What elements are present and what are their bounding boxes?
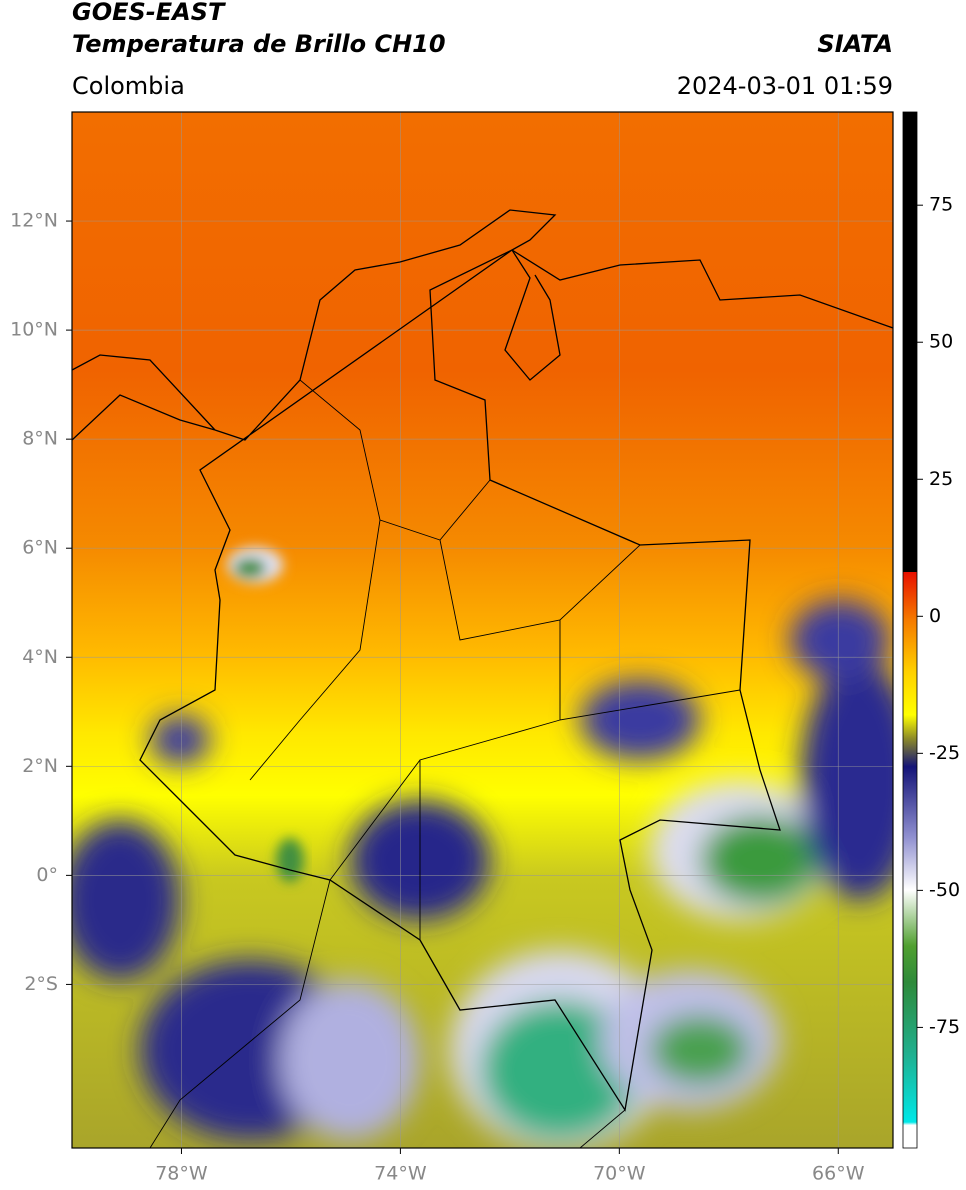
y-tick-label: 2°S <box>24 973 58 995</box>
timestamp: 2024-03-01 01:59 <box>677 72 893 100</box>
colombia-outline <box>139 209 781 1112</box>
colorbar-tick-label: 0 <box>929 605 941 627</box>
y-tick-label: 2°N <box>22 755 58 777</box>
y-tick-label: 12°N <box>10 210 58 232</box>
central-america-coast <box>72 354 216 441</box>
colorbar-tick-label: -25 <box>929 742 960 764</box>
y-tick-label: 8°N <box>22 428 58 450</box>
internal-borders <box>249 379 741 940</box>
south-borders <box>149 879 626 1148</box>
colorbar-tick-label: 50 <box>929 331 953 353</box>
y-tick-label: 10°N <box>10 319 58 341</box>
imagery <box>72 112 893 1148</box>
y-tick-label: 0° <box>36 864 58 886</box>
x-tick-label: 78°W <box>155 1163 208 1185</box>
colorbar-tick-label: -50 <box>929 879 960 901</box>
map-frame <box>71 111 894 1149</box>
venezuela-coast <box>511 249 893 329</box>
colorbar-tick-label: 25 <box>929 468 953 490</box>
x-tick-label: 70°W <box>593 1163 646 1185</box>
subtitle: Temperatura de Brillo CH10 <box>72 30 446 58</box>
graticule <box>72 112 893 1148</box>
y-tick-label: 6°N <box>22 537 58 559</box>
x-tick-label: 74°W <box>374 1163 427 1185</box>
colorbar-tick-label: 75 <box>929 194 953 216</box>
cloud-cores <box>227 547 304 882</box>
x-tick-label: 66°W <box>812 1163 865 1185</box>
title: GOES-EAST <box>72 0 226 26</box>
colorbar <box>902 111 918 1149</box>
region: Colombia <box>72 72 185 100</box>
source: SIATA <box>817 30 893 58</box>
y-tick-label: 4°N <box>22 646 58 668</box>
borders <box>72 209 893 1148</box>
cloud-field <box>72 600 893 1148</box>
colorbar-tick-label: -75 <box>929 1016 960 1038</box>
